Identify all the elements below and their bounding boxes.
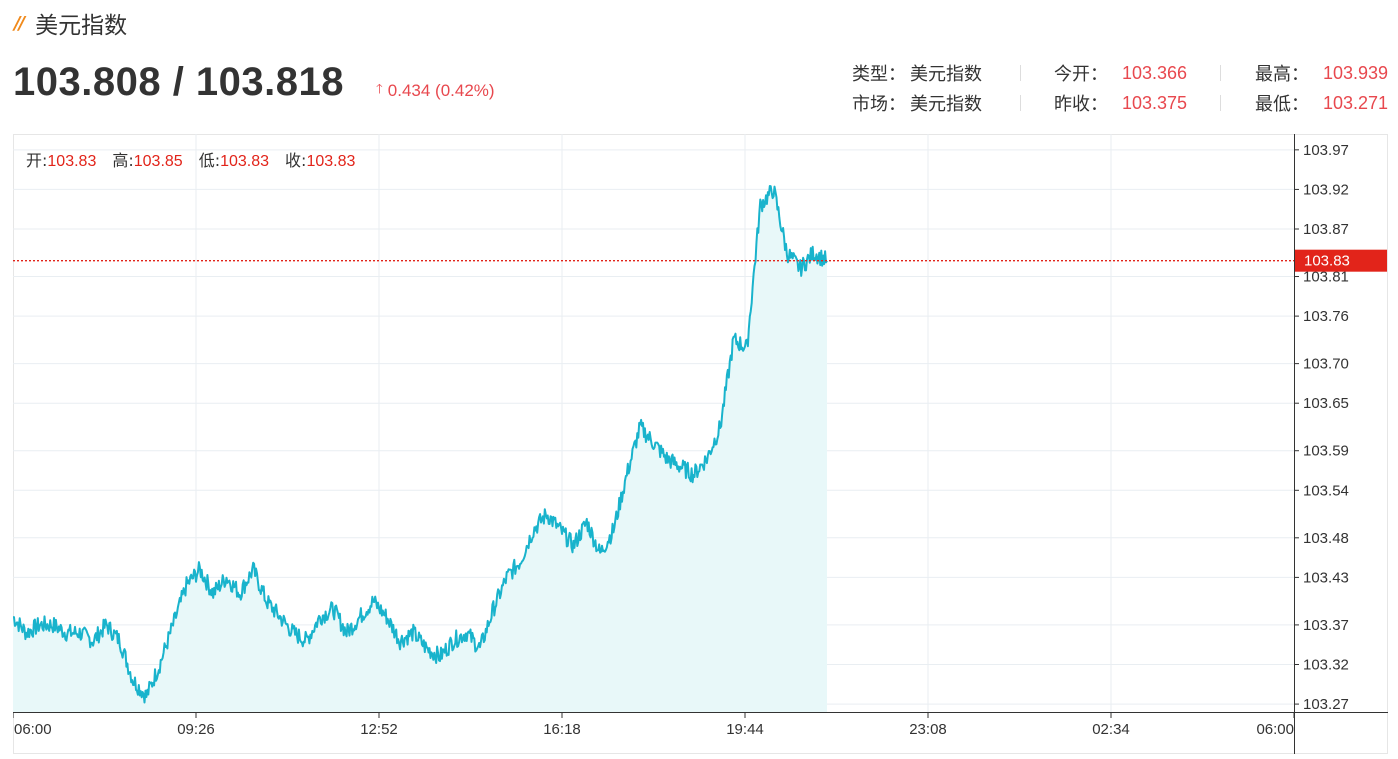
x-tick-label: 02:34 bbox=[1092, 721, 1130, 738]
ohlc-low: 低:103.83 bbox=[199, 147, 269, 171]
change-value: 0.434 (0.42%) bbox=[387, 81, 495, 100]
type-label: 类型： bbox=[852, 64, 906, 85]
x-tick-label: 06:00 bbox=[1256, 721, 1294, 738]
current-price-marker bbox=[1295, 249, 1387, 272]
y-tick-label: 103.54 bbox=[1303, 482, 1349, 499]
y-tick-label: 103.97 bbox=[1303, 142, 1349, 159]
low-label: 最低： bbox=[1255, 94, 1309, 115]
x-tick-label: 16:18 bbox=[543, 721, 581, 738]
divider bbox=[1020, 65, 1021, 81]
ohlc-high-label: 高: bbox=[112, 151, 134, 170]
open-label: 今开： bbox=[1054, 64, 1108, 85]
header: // 美元指数 bbox=[14, 6, 127, 40]
prev-close-value: 103.375 bbox=[1122, 92, 1188, 113]
ohlc-high-value: 103.85 bbox=[133, 153, 183, 170]
y-tick-label: 103.43 bbox=[1303, 569, 1349, 586]
info-high: 最高： 103.939 bbox=[1255, 60, 1388, 86]
intraday-chart[interactable]: 103.97 103.92 103.87 103.81 103.76 103.70 103.… bbox=[13, 134, 1388, 754]
info-open: 今开： 103.366 bbox=[1054, 60, 1187, 86]
y-tick-label: 103.87 bbox=[1303, 221, 1349, 238]
ohlc-open-value: 103.83 bbox=[47, 153, 97, 170]
y-tick-label: 103.81 bbox=[1303, 269, 1349, 286]
ohlc-high: 高:103.85 bbox=[112, 147, 182, 171]
info-type: 类型： 美元指数 bbox=[852, 60, 982, 86]
quote-info: 类型： 美元指数 市场： 美元指数 今开： 103.366 昨收： 103.37… bbox=[0, 60, 1398, 120]
page-title: 美元指数 bbox=[35, 13, 128, 39]
info-market: 市场： 美元指数 bbox=[852, 90, 982, 116]
divider bbox=[1220, 65, 1221, 81]
series-line bbox=[13, 185, 828, 704]
market-label: 市场： bbox=[852, 94, 906, 115]
market-value: 美元指数 bbox=[910, 94, 982, 115]
divider bbox=[1020, 95, 1021, 111]
up-arrow-icon: 🡑 bbox=[376, 81, 383, 96]
info-low: 最低： 103.271 bbox=[1255, 90, 1388, 116]
low-value: 103.271 bbox=[1323, 92, 1389, 113]
y-tick-label: 103.70 bbox=[1303, 356, 1349, 373]
y-tick-label: 103.48 bbox=[1303, 530, 1349, 547]
prev-close-label: 昨收： bbox=[1054, 94, 1108, 115]
ohlc-readout: 开:103.83 高:103.85 低:103.83 收:103.83 bbox=[26, 147, 355, 171]
ohlc-close-value: 103.83 bbox=[306, 153, 356, 170]
y-tick-label: 103.59 bbox=[1303, 443, 1349, 460]
chart-frame bbox=[13, 134, 1388, 754]
y-tick-label: 103.32 bbox=[1303, 656, 1349, 673]
price-change: 🡑 0.434 (0.42%) bbox=[376, 80, 495, 102]
ohlc-low-label: 低: bbox=[198, 151, 221, 170]
current-price-label: 103.83 bbox=[1304, 253, 1350, 270]
chart-svg[interactable]: 103.97 103.92 103.87 103.81 103.76 103.70 103.… bbox=[13, 134, 1388, 754]
open-value: 103.366 bbox=[1122, 62, 1188, 83]
high-value: 103.939 bbox=[1323, 62, 1389, 83]
x-tick-label: 12:52 bbox=[360, 721, 398, 738]
x-tick-label: 23:08 bbox=[909, 721, 947, 738]
y-tick-label: 103.76 bbox=[1303, 308, 1349, 325]
x-tick-label: 09:26 bbox=[177, 721, 215, 738]
x-tick-label: 19:44 bbox=[726, 721, 764, 738]
y-tick-label: 103.37 bbox=[1303, 617, 1349, 634]
ohlc-open: 开:103.83 bbox=[26, 147, 96, 171]
ohlc-close: 收:103.83 bbox=[285, 147, 355, 171]
ohlc-open-label: 开: bbox=[26, 151, 48, 170]
high-label: 最高： bbox=[1255, 64, 1309, 85]
info-prev-close: 昨收： 103.375 bbox=[1054, 90, 1187, 116]
bid-ask-price: 103.808 / 103.818 bbox=[13, 60, 345, 104]
ohlc-low-value: 103.83 bbox=[220, 153, 270, 170]
ohlc-close-label: 收: bbox=[285, 151, 307, 170]
series-area bbox=[13, 186, 827, 712]
double-slash-icon: // bbox=[14, 12, 25, 34]
x-tick-label: 06:00 bbox=[14, 721, 52, 738]
type-value: 美元指数 bbox=[910, 64, 982, 85]
y-tick-label: 103.27 bbox=[1303, 696, 1349, 713]
y-tick-label: 103.92 bbox=[1303, 181, 1349, 198]
y-tick-label: 103.65 bbox=[1303, 395, 1349, 412]
divider bbox=[1220, 95, 1221, 111]
